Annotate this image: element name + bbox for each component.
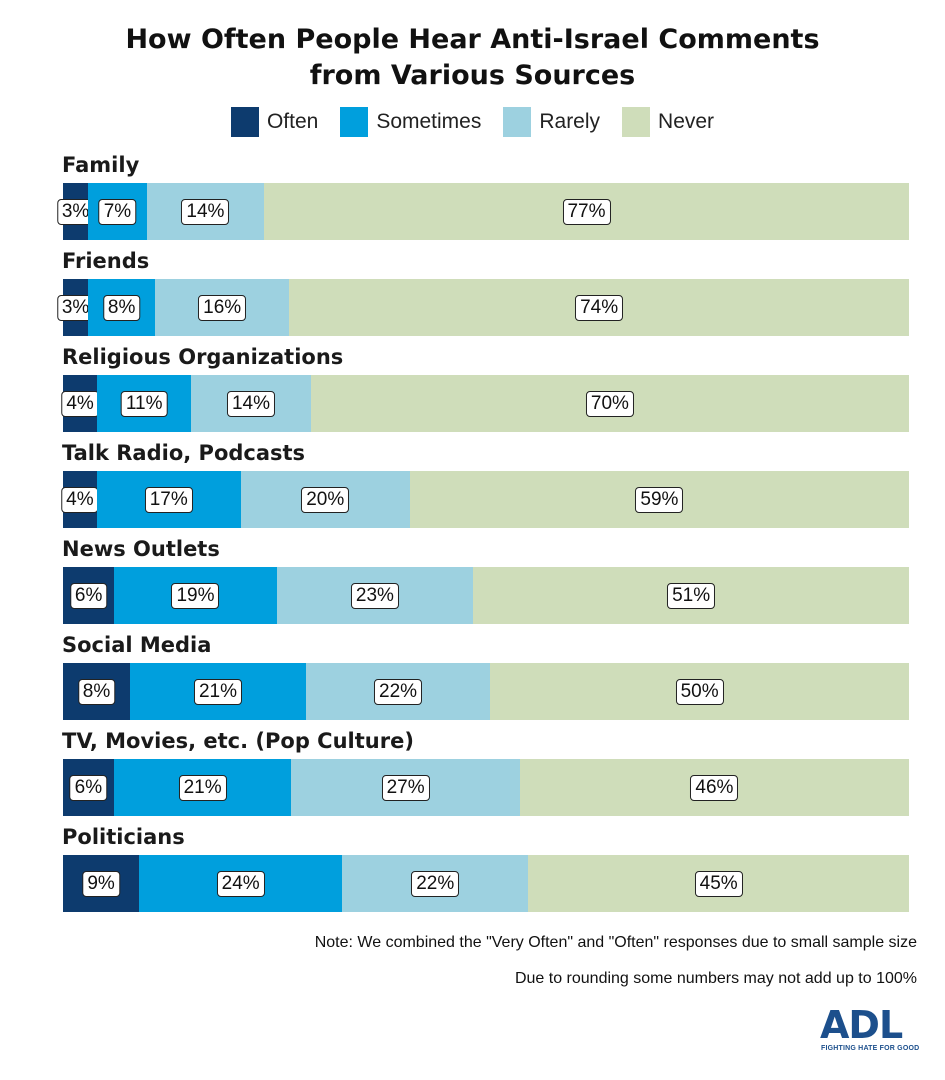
- row-label-tv-movies-etc-pop-culture: TV, Movies, etc. (Pop Culture): [62, 729, 414, 753]
- data-label-tv-movies-etc-pop-culture-often: 6%: [69, 774, 108, 801]
- data-label-social-media-never: 50%: [675, 678, 724, 705]
- data-label-friends-often: 3%: [56, 294, 95, 321]
- data-label-religious-organizations-sometimes: 11%: [120, 390, 168, 417]
- legend-swatch-often: [230, 107, 259, 137]
- chart-title-line2: from Various Sources: [309, 60, 636, 91]
- data-label-politicians-never: 45%: [694, 870, 743, 897]
- data-label-social-media-rarely: 22%: [374, 678, 423, 705]
- data-label-talk-radio-podcasts-sometimes: 17%: [144, 486, 193, 513]
- legend-label-sometimes: Sometimes: [376, 110, 482, 133]
- bar-family: 3% 7% 14% 77%: [56, 183, 909, 240]
- bar-friends: 3% 8% 16% 74%: [56, 279, 909, 336]
- legend-label-never: Never: [658, 110, 715, 133]
- legend-label-often: Often: [266, 110, 319, 133]
- legend-swatch-rarely: [503, 107, 532, 137]
- row-label-friends: Friends: [62, 249, 150, 273]
- bar-news-outlets: 6% 19% 23% 51%: [63, 567, 909, 624]
- data-label-tv-movies-etc-pop-culture-rarely: 27%: [381, 774, 430, 801]
- data-label-religious-organizations-often: 4%: [61, 390, 99, 417]
- data-label-politicians-rarely: 22%: [411, 870, 460, 897]
- data-label-news-outlets-rarely: 23%: [350, 582, 399, 609]
- bar-tv-movies-etc-pop-culture: 6% 21% 27% 46%: [63, 759, 909, 816]
- legend-item-never: Never: [622, 107, 714, 137]
- data-label-news-outlets-often: 6%: [69, 582, 108, 609]
- data-label-family-never: 77%: [562, 198, 611, 225]
- data-label-family-rarely: 14%: [181, 198, 230, 225]
- legend-swatch-sometimes: [340, 107, 369, 137]
- chart-title: How Often People Hear Anti-Israel Commen…: [0, 22, 945, 94]
- row-label-news-outlets: News Outlets: [62, 537, 220, 561]
- data-label-talk-radio-podcasts-rarely: 20%: [301, 486, 350, 513]
- row-label-family: Family: [62, 153, 140, 177]
- row-label-politicians: Politicians: [62, 825, 185, 849]
- note-combined: Note: We combined the "Very Often" and "…: [314, 934, 917, 951]
- legend-swatch-never: [622, 107, 651, 137]
- data-label-family-sometimes: 7%: [98, 198, 137, 225]
- bar-politicians: 9% 24% 22% 45%: [63, 855, 909, 912]
- chart-legend: Often Sometimes Rarely Never: [0, 106, 945, 138]
- data-label-social-media-sometimes: 21%: [193, 678, 242, 705]
- logo-tagline: FIGHTING HATE FOR GOOD: [821, 1045, 920, 1052]
- data-label-friends-sometimes: 8%: [102, 294, 141, 321]
- bar-social-media: 8% 21% 22% 50%: [63, 663, 909, 720]
- data-label-social-media-often: 8%: [77, 678, 116, 705]
- data-label-talk-radio-podcasts-never: 59%: [635, 486, 684, 513]
- note-rounding: Due to rounding some numbers may not add…: [514, 970, 917, 987]
- legend-item-often: Often: [230, 107, 319, 137]
- adl-logo: ADL FIGHTING HATE FOR GOOD: [820, 1005, 920, 1060]
- data-label-friends-never: 74%: [575, 294, 624, 321]
- row-label-social-media: Social Media: [62, 633, 212, 657]
- legend-item-sometimes: Sometimes: [340, 107, 481, 137]
- data-label-news-outlets-sometimes: 19%: [171, 582, 220, 609]
- data-label-tv-movies-etc-pop-culture-never: 46%: [690, 774, 739, 801]
- bar-religious-organizations: 4% 11% 14% 70%: [61, 375, 909, 432]
- data-label-tv-movies-etc-pop-culture-sometimes: 21%: [178, 774, 227, 801]
- data-label-politicians-often: 9%: [82, 870, 120, 897]
- logo-wordmark: ADL: [820, 1003, 903, 1047]
- data-label-family-often: 3%: [56, 198, 95, 225]
- legend-label-rarely: Rarely: [539, 110, 601, 133]
- legend-item-rarely: Rarely: [503, 107, 600, 137]
- row-label-talk-radio-podcasts: Talk Radio, Podcasts: [62, 441, 306, 465]
- data-label-news-outlets-never: 51%: [667, 582, 716, 609]
- data-label-politicians-sometimes: 24%: [216, 870, 265, 897]
- row-label-religious-organizations: Religious Organizations: [62, 345, 344, 369]
- chart-title-line1: How Often People Hear Anti-Israel Commen…: [125, 24, 820, 55]
- data-label-friends-rarely: 16%: [198, 294, 247, 321]
- bar-talk-radio-podcasts: 4% 17% 20% 59%: [61, 471, 909, 528]
- data-label-religious-organizations-never: 70%: [585, 390, 634, 417]
- data-label-talk-radio-podcasts-often: 4%: [61, 486, 99, 513]
- data-label-religious-organizations-rarely: 14%: [226, 390, 276, 417]
